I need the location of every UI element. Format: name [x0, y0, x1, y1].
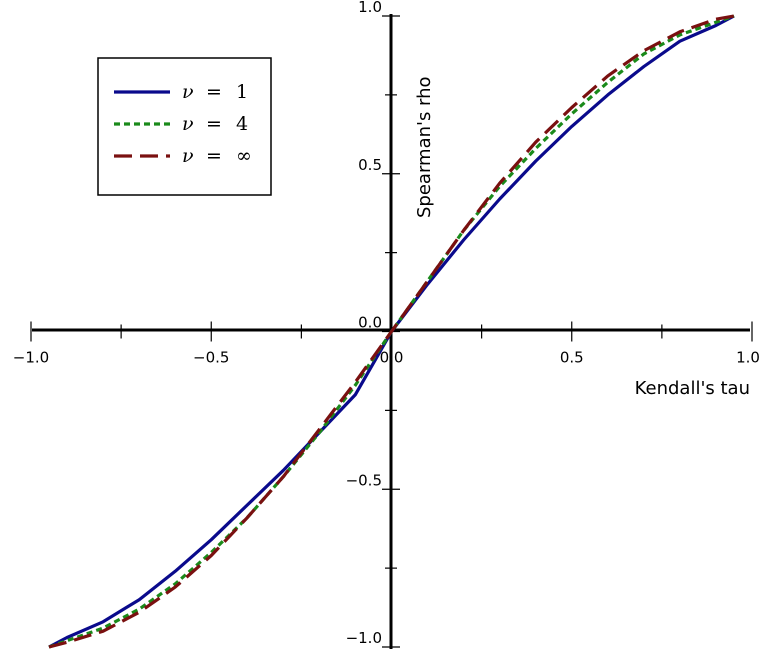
- series-layer: [48, 14, 735, 649]
- legend-items: ν = 1 ν = 4 ν = ∞: [114, 81, 252, 167]
- legend-equals: =: [206, 145, 222, 167]
- legend-symbol: ν: [182, 81, 194, 103]
- y-ticks: [382, 15, 400, 648]
- legend: ν = 1 ν = 4 ν = ∞: [97, 57, 272, 196]
- y-tick-label: −1.0: [346, 629, 382, 647]
- legend-equals: =: [206, 113, 222, 135]
- legend-symbol: ν: [182, 145, 194, 167]
- y-tick-labels: −1.0 −0.5 0.0 0.5 1.0: [346, 0, 382, 647]
- x-tick-label: 0.5: [560, 349, 584, 367]
- y-tick-label: 0.5: [358, 156, 382, 174]
- x-tick-label: −1.0: [13, 349, 49, 367]
- legend-value: ∞: [236, 145, 252, 167]
- legend-equals: =: [206, 81, 222, 103]
- legend-symbol: ν: [182, 113, 194, 135]
- x-tick-label: 1.0: [736, 349, 760, 367]
- x-tick-label: −0.5: [193, 349, 229, 367]
- legend-value: 4: [236, 113, 248, 135]
- axes: −1.0 −0.5 0.0 0.5 1.0 −1.0 −0.5 0.0 0.5 1.0: [13, 0, 760, 649]
- x-tick-labels: −1.0 −0.5 0.0 0.5 1.0: [13, 349, 760, 367]
- x-ticks: [30, 321, 753, 342]
- x-tick-label: 0.0: [380, 349, 404, 367]
- y-tick-label: 0.0: [358, 314, 382, 332]
- series-line-3: [48, 14, 735, 649]
- y-tick-label: −0.5: [346, 471, 382, 489]
- x-axis-title: Kendall's tau: [635, 378, 750, 399]
- y-tick-label: 1.0: [358, 0, 382, 16]
- y-axis-title: Spearman's rho: [414, 76, 435, 218]
- legend-box: [97, 57, 272, 196]
- legend-value: 1: [236, 81, 248, 103]
